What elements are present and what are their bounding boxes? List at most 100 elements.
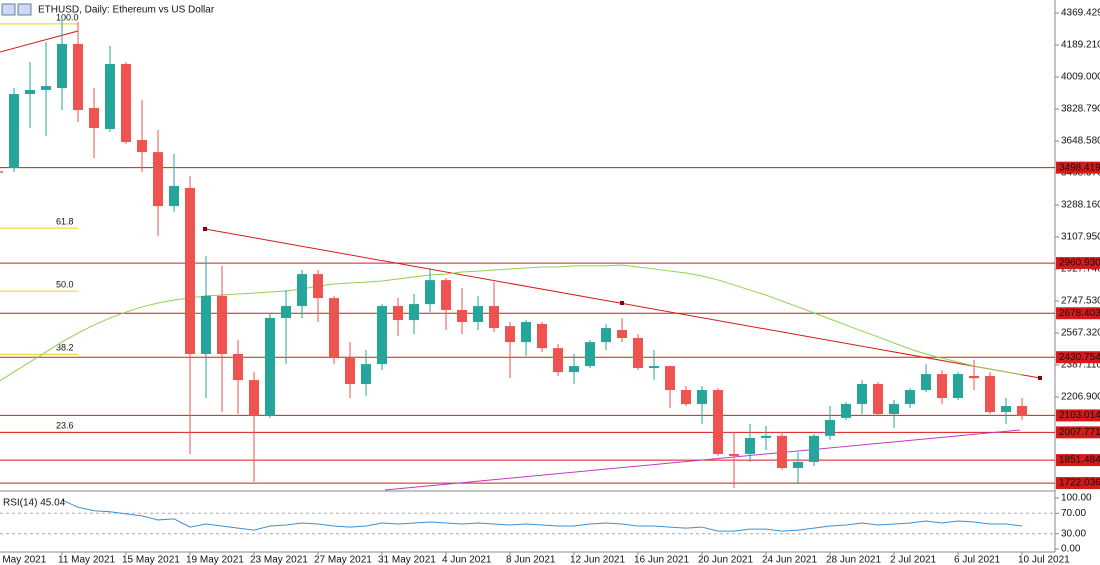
y-tick-label: 0.00 (1061, 544, 1081, 555)
candle-body (889, 404, 899, 415)
candle-body (0, 171, 3, 173)
y-tick-label: 2206.900 (1061, 392, 1100, 403)
price-level-box (1056, 351, 1100, 364)
y-tick-label: 3107.950 (1061, 232, 1100, 243)
candle-body (121, 64, 131, 142)
fib-label: 38.2 (56, 343, 74, 353)
candle-body (249, 380, 259, 416)
candle-body (665, 366, 675, 391)
candle-body (793, 461, 803, 468)
x-tick-label: 2 Jul 2021 (890, 555, 937, 565)
y-tick-label: 4189.210 (1061, 40, 1100, 51)
candle-body (841, 404, 851, 418)
x-tick-label: 6 Jul 2021 (954, 555, 1001, 565)
candle-body (569, 366, 579, 373)
candle-body (825, 420, 835, 436)
candle-body (985, 376, 995, 413)
price-level-box (1056, 454, 1100, 467)
fib-label: 50.0 (56, 280, 74, 290)
candle-body (1001, 406, 1011, 413)
y-tick-label: 4369.429 (1061, 8, 1100, 19)
candle-body (425, 280, 435, 305)
candle-body (633, 338, 643, 369)
price-level-box (1056, 257, 1100, 270)
candle-body (25, 89, 35, 95)
candle-body (729, 453, 739, 456)
x-tick-label: 31 May 2021 (378, 555, 436, 565)
candle-body (153, 152, 163, 207)
candle-body (953, 374, 963, 399)
x-tick-label: 12 Jun 2021 (570, 555, 625, 565)
y-tick-label: 2927.740 (1061, 264, 1100, 275)
anchor-point (1038, 376, 1042, 380)
candle-body (393, 306, 403, 321)
x-tick-label: 23 May 2021 (250, 555, 308, 565)
x-tick-label: 16 Jun 2021 (634, 555, 689, 565)
price-level-label: 2103.014 (1059, 410, 1100, 421)
price-level-box (1056, 161, 1100, 174)
candle-body (857, 383, 867, 405)
candle-body (537, 323, 547, 349)
icon (17, 3, 32, 16)
x-tick-label: 20 Jun 2021 (698, 555, 753, 565)
x-tick-label: 19 May 2021 (186, 555, 244, 565)
candle-body (761, 435, 771, 438)
candle-body (89, 108, 99, 128)
candle-body (873, 383, 883, 415)
price-level-label: 2430.754 (1059, 352, 1100, 363)
x-tick-label: 4 Jun 2021 (442, 555, 492, 565)
price-level-box (1056, 426, 1100, 439)
y-tick-label: 3648.580 (1061, 136, 1100, 147)
price-level-label: 2678.403 (1059, 308, 1100, 319)
candle-body (57, 43, 67, 88)
candle-body (345, 358, 355, 384)
x-tick-label: 28 Jun 2021 (826, 555, 881, 565)
x-tick-label: 24 Jun 2021 (762, 555, 817, 565)
y-tick-label: 30.00 (1061, 528, 1086, 539)
candle-body (137, 140, 147, 153)
candle-body (969, 376, 979, 379)
price-level-label: 2007.771 (1059, 427, 1100, 438)
candle-body (905, 390, 915, 405)
candle-body (297, 274, 307, 307)
y-tick-label: 2567.320 (1061, 328, 1100, 339)
price-level-label: 1851.484 (1059, 455, 1100, 466)
y-tick-label: 100.00 (1061, 493, 1092, 504)
rsi-title: RSI(14) 45.04 (3, 498, 66, 509)
candle-body (489, 306, 499, 329)
anchor-point (620, 301, 624, 305)
anchor-point (203, 227, 207, 231)
candle-body (697, 390, 707, 405)
candle-body (457, 309, 467, 323)
candle-body (681, 390, 691, 405)
candle-body (201, 295, 211, 354)
candle-body (233, 353, 243, 381)
x-tick-label: 27 May 2021 (314, 555, 372, 565)
y-tick-label: 3288.160 (1061, 200, 1100, 211)
price-level-label: 3498.419 (1059, 162, 1100, 173)
x-tick-label: 15 May 2021 (122, 555, 180, 565)
candle-body (649, 366, 659, 369)
x-tick-label: 8 Jun 2021 (506, 555, 556, 565)
candle-body (713, 390, 723, 454)
candle-body (505, 326, 515, 343)
candle-body (281, 306, 291, 318)
candle-body (265, 317, 275, 416)
candle-body (809, 435, 819, 462)
support-line (384, 429, 1021, 491)
candle-body (9, 94, 19, 169)
candle-body (521, 322, 531, 343)
icon (1, 3, 16, 16)
candle-body (185, 187, 195, 354)
fib-label: 100.0 (56, 12, 79, 22)
y-tick-label: 3828.790 (1061, 104, 1100, 115)
candle-body (73, 43, 83, 111)
candle-body (1017, 406, 1027, 416)
rsi-line (61, 499, 1023, 532)
fib-label: 23.6 (56, 421, 74, 431)
candle-body (105, 64, 115, 130)
x-tick-label: 11 May 2021 (58, 555, 116, 565)
candle-body (473, 306, 483, 323)
